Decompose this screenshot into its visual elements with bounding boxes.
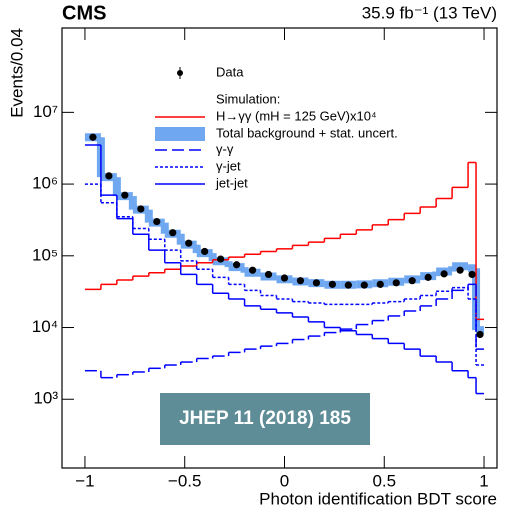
- y-tick-label: 10⁴: [32, 317, 58, 336]
- badge-box: [160, 393, 370, 445]
- data-point: [392, 279, 400, 287]
- x-tick-label: −1: [75, 471, 94, 490]
- x-tick-label: −0.5: [168, 471, 202, 490]
- legend-marker: [155, 127, 205, 141]
- data-point: [408, 277, 416, 285]
- plot-frame: [61, 27, 498, 469]
- legend-label: jet-jet: [215, 175, 248, 190]
- data-point: [344, 281, 352, 289]
- data-point: [153, 217, 161, 226]
- legend-label: γ-γ: [216, 141, 234, 156]
- data-point: [232, 261, 241, 269]
- data-point: [456, 266, 464, 274]
- x-tick-label: 1: [479, 471, 488, 490]
- data-point: [185, 239, 193, 247]
- legend-label: H→γγ (mH = 125 GeV)x10⁴: [216, 108, 377, 123]
- legend-header: Simulation:: [216, 91, 280, 106]
- x-axis-label: Photon identification BDT score: [259, 489, 497, 508]
- data-point: [296, 277, 305, 285]
- data-point: [217, 255, 225, 263]
- data-point: [89, 133, 97, 141]
- data-point: [376, 280, 384, 288]
- y-tick-label: 10⁶: [32, 174, 58, 193]
- data-point: [360, 281, 368, 289]
- data-point: [137, 205, 145, 213]
- data-point: [476, 330, 484, 339]
- y-tick-label: 10³: [33, 389, 58, 408]
- chart-subtitle: 35.9 fb⁻¹ (13 TeV): [362, 3, 497, 22]
- y-axis-label: Events/0.04: [7, 28, 26, 118]
- data-point: [280, 274, 289, 282]
- data-point: [248, 266, 257, 274]
- x-tick-label: 0.5: [372, 471, 396, 490]
- data-point: [264, 270, 273, 279]
- data-point: [105, 172, 113, 180]
- data-point: [328, 280, 336, 288]
- legend-label: γ-jet: [216, 158, 241, 173]
- data-point: [468, 270, 476, 279]
- y-tick-label: 10⁷: [33, 102, 58, 121]
- badge-text: JHEP 11 (2018) 185: [179, 408, 351, 429]
- data-point: [424, 273, 432, 281]
- data-point: [169, 229, 177, 237]
- data-point: [312, 279, 321, 287]
- x-tick-label: 0: [280, 471, 289, 490]
- legend-label: Data: [216, 64, 244, 79]
- y-tick-label: 10⁵: [32, 245, 58, 264]
- data-point: [121, 191, 129, 199]
- data-point: [440, 270, 448, 278]
- legend-label: Total background + stat. uncert.: [216, 125, 398, 140]
- data-point: [201, 247, 209, 256]
- chart-title: CMS: [62, 2, 106, 24]
- badge: JHEP 11 (2018) 185: [160, 393, 370, 445]
